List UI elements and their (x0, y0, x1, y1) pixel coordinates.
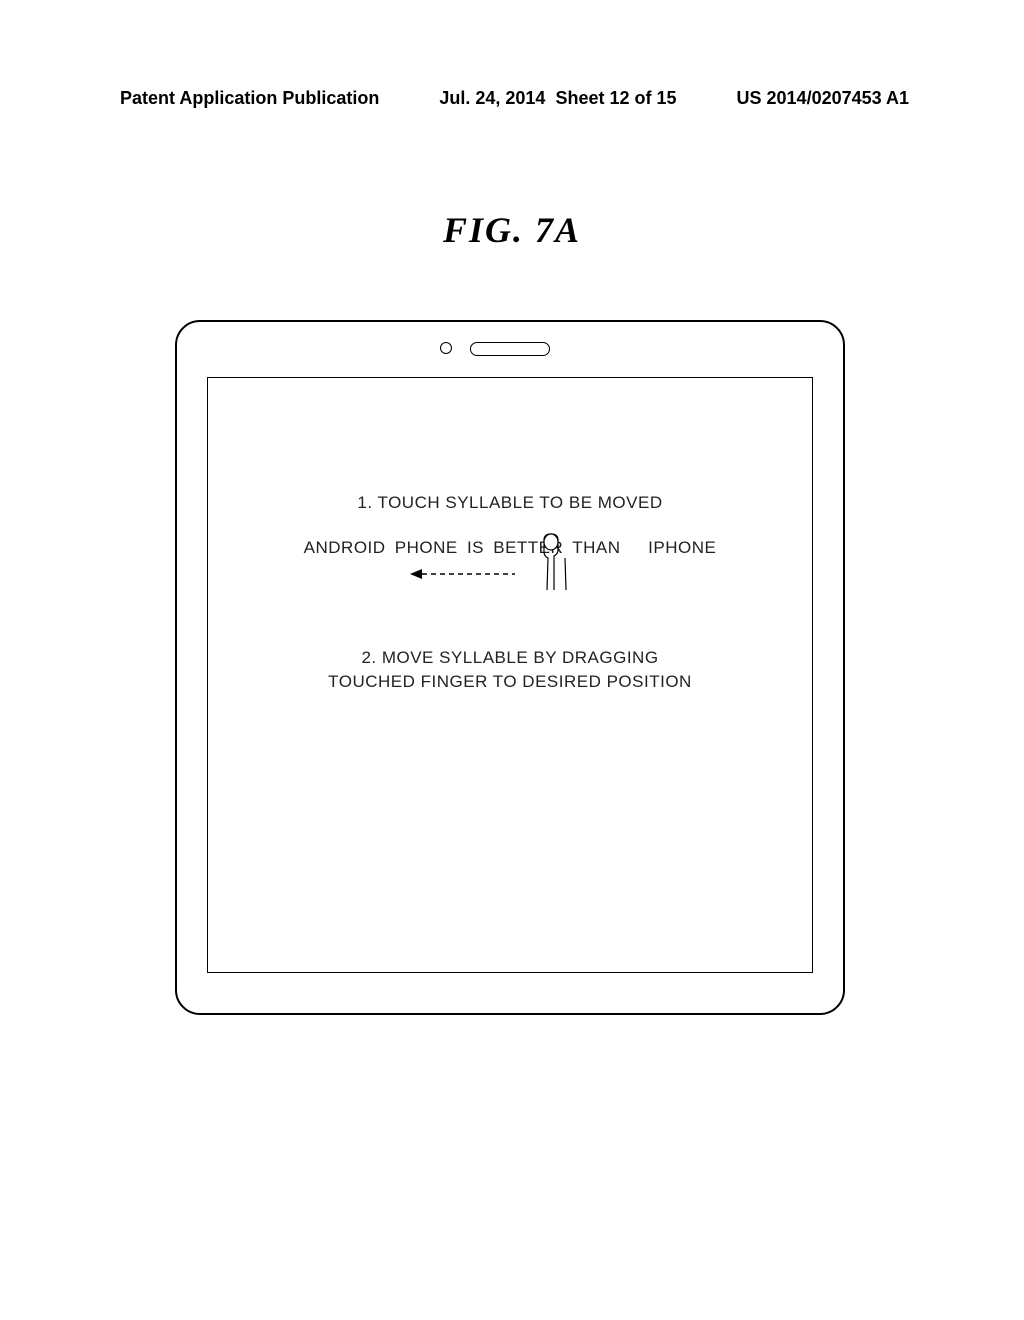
figure-title: FIG. 7A (0, 209, 1024, 251)
camera-icon (440, 342, 452, 354)
arrow-row (238, 566, 782, 596)
publication-label: Patent Application Publication (120, 88, 379, 109)
instruction-2-line-2: TOUCHED FINGER TO DESIRED POSITION (238, 670, 782, 694)
header-sheet: Sheet 12 of 15 (555, 88, 676, 108)
header-date: Jul. 24, 2014 (439, 88, 545, 108)
instruction-2-line-1: 2. MOVE SYLLABLE BY DRAGGING (238, 646, 782, 670)
sentence-row: ANDROID PHONE IS BETTER THAN IPHONE (304, 538, 717, 558)
example-sentence: ANDROID PHONE IS BETTER THAN IPHONE (304, 538, 717, 557)
instruction-2: 2. MOVE SYLLABLE BY DRAGGING TOUCHED FIN… (238, 646, 782, 694)
tablet-screen: 1. TOUCH SYLLABLE TO BE MOVED ANDROID PH… (207, 377, 813, 973)
publication-number: US 2014/0207453 A1 (737, 88, 909, 109)
tablet-device: 1. TOUCH SYLLABLE TO BE MOVED ANDROID PH… (175, 320, 845, 1015)
speaker-icon (470, 342, 550, 356)
page-header: Patent Application Publication Jul. 24, … (0, 0, 1024, 109)
screen-content: 1. TOUCH SYLLABLE TO BE MOVED ANDROID PH… (238, 408, 782, 694)
instruction-1: 1. TOUCH SYLLABLE TO BE MOVED (238, 493, 782, 513)
date-sheet: Jul. 24, 2014 Sheet 12 of 15 (439, 88, 676, 109)
left-arrow-icon (410, 566, 520, 586)
